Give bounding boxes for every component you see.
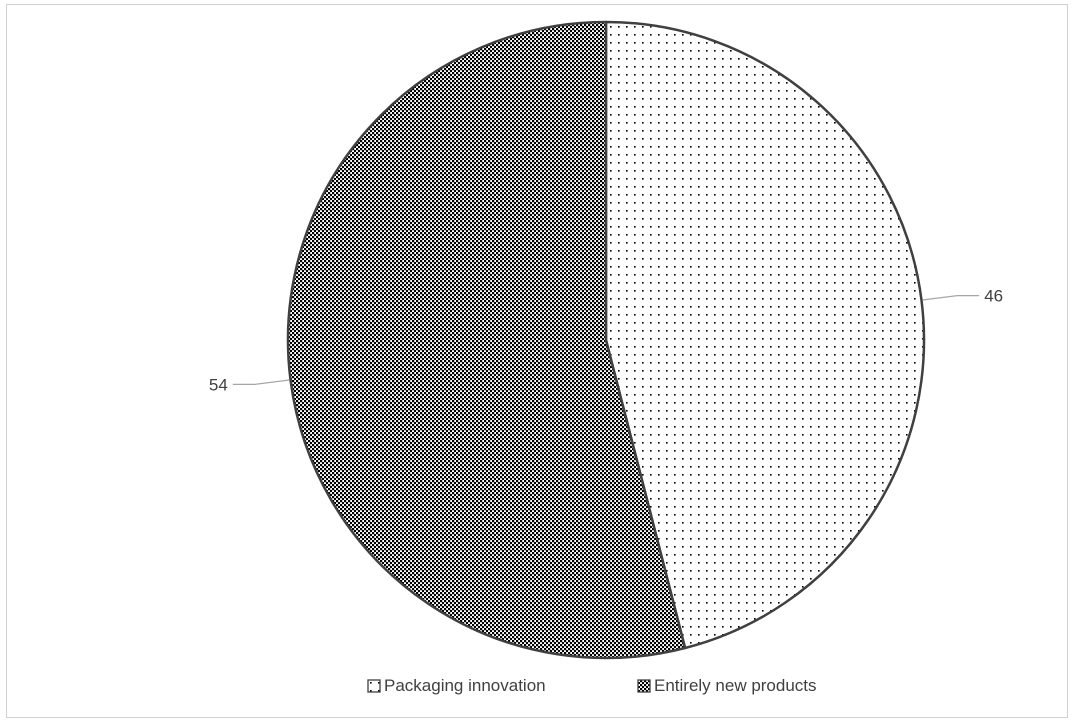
legend-item-entirely-new-products[interactable]: Entirely new products [637, 676, 817, 695]
legend: Packaging innovation Entirely new produc… [367, 676, 817, 695]
data-labels-layer: 46 54 [209, 287, 1003, 395]
pie-slice-packaging-innovation[interactable] [604, 20, 926, 650]
legend-label-packaging-innovation: Packaging innovation [384, 676, 546, 695]
slices-layer [286, 20, 926, 660]
leader-line-packaging-innovation [922, 295, 980, 301]
data-label-entirely-new-products: 54 [209, 375, 228, 394]
legend-item-packaging-innovation[interactable]: Packaging innovation [367, 676, 546, 695]
legend-swatch-entirely-new-products [637, 679, 651, 693]
pie-slice-entirely-new-products[interactable] [286, 20, 687, 660]
leader-line-entirely-new-products [232, 379, 290, 385]
data-label-packaging-innovation: 46 [984, 287, 1003, 306]
legend-swatch-packaging-innovation [367, 679, 381, 693]
legend-label-entirely-new-products: Entirely new products [654, 676, 817, 695]
